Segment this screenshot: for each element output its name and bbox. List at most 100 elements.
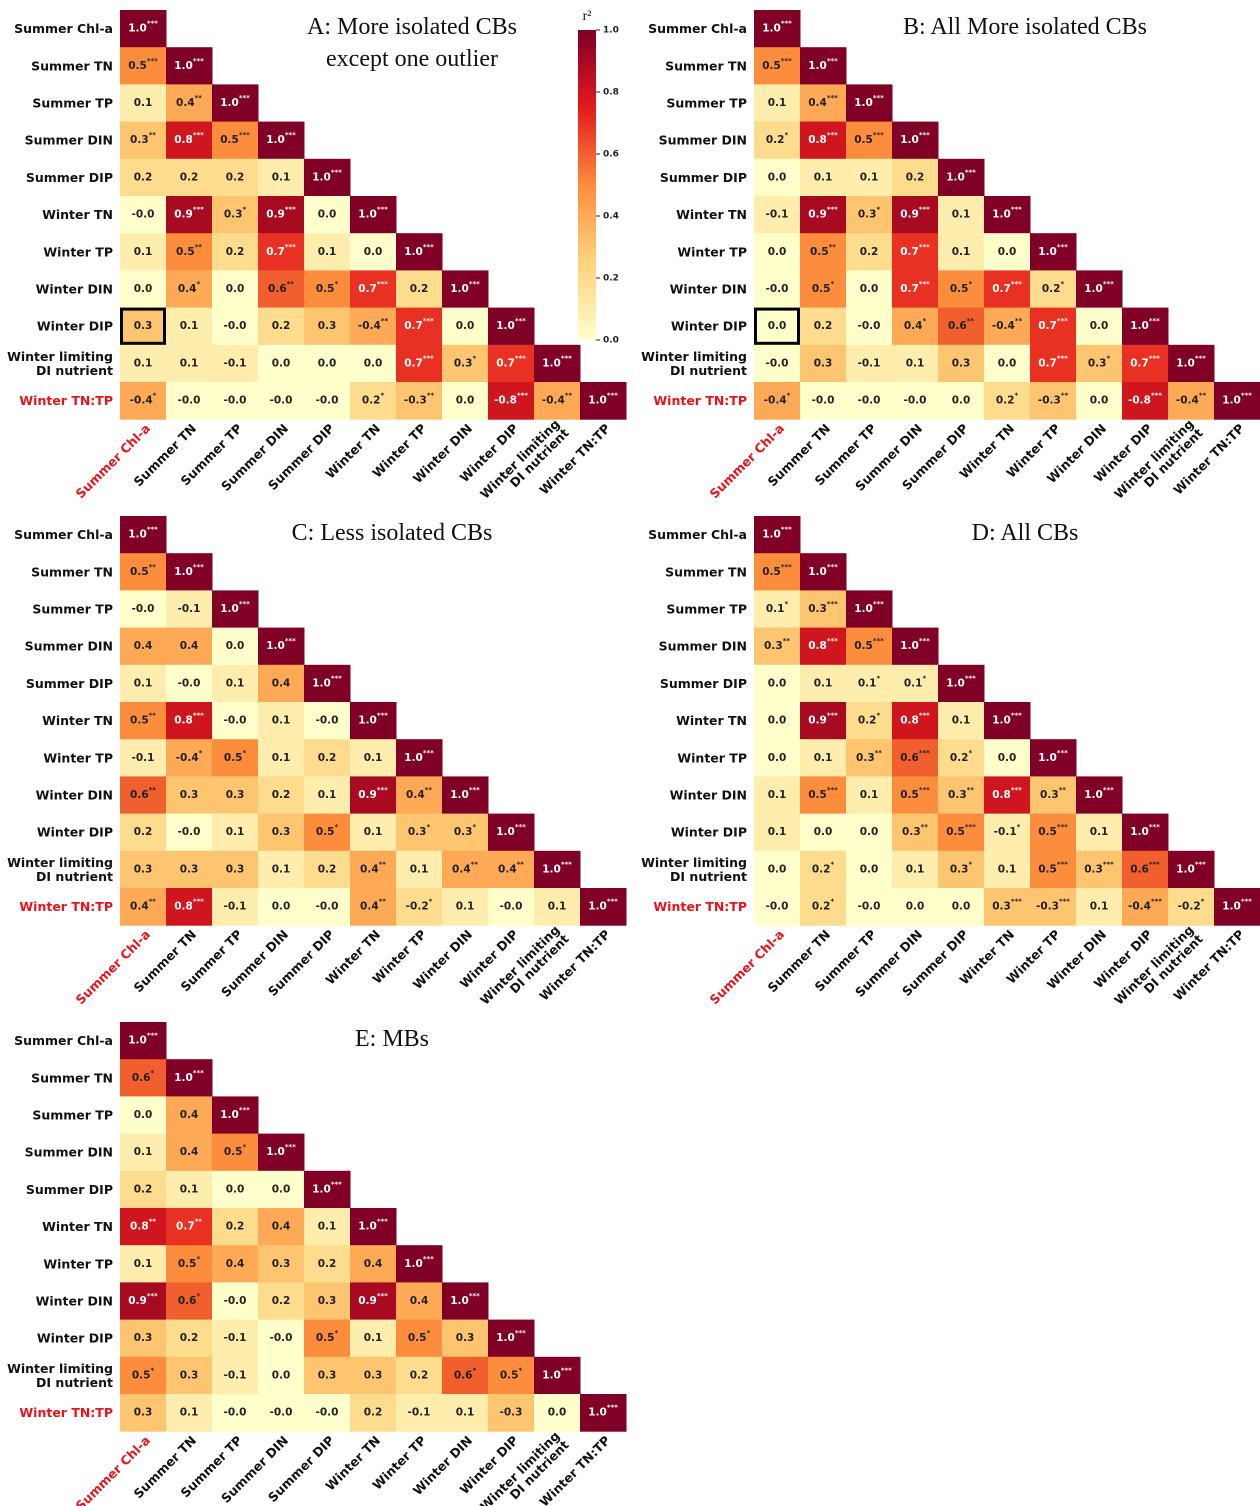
heatmap-cell <box>166 344 213 383</box>
cell-value: 0.0 <box>860 863 879 875</box>
cell-value: -0.0 <box>224 1407 247 1419</box>
cell-value: -0.0 <box>812 395 835 407</box>
heatmap-cell <box>120 1394 167 1432</box>
colorbar-tick-label: 1.0 <box>603 26 619 36</box>
cell-value: 0.0 <box>272 901 291 913</box>
heatmap-cell <box>534 850 581 889</box>
heatmap-cell <box>304 1394 351 1432</box>
heatmap-cell <box>938 233 985 271</box>
significance-stars: *** <box>1011 898 1022 906</box>
heatmap-cell <box>120 739 167 777</box>
heatmap-cell <box>166 1394 213 1432</box>
significance-stars: ** <box>195 1218 203 1226</box>
significance-stars: ** <box>195 243 203 251</box>
significance-stars: *** <box>827 600 838 608</box>
significance-stars: ** <box>967 317 975 325</box>
significance-stars: *** <box>781 57 792 65</box>
heatmap-cell <box>350 776 397 815</box>
cell-value: -0.0 <box>316 1407 339 1419</box>
heatmap-cell <box>534 888 581 926</box>
significance-stars: *** <box>423 749 434 757</box>
heatmap-cell <box>350 739 397 777</box>
row-label: Winter DIP <box>37 825 113 840</box>
significance-stars: *** <box>285 637 296 645</box>
significance-stars: *** <box>147 526 158 534</box>
significance-stars: *** <box>517 392 528 400</box>
heatmap-cell <box>258 1133 305 1172</box>
heatmap-cell <box>984 850 1031 889</box>
significance-stars: *** <box>331 168 342 176</box>
cell-value: 0.0 <box>272 1369 291 1381</box>
significance-stars: *** <box>607 898 618 906</box>
heatmap-cell <box>396 1245 443 1283</box>
heatmap-cell <box>258 1394 305 1432</box>
significance-stars: *** <box>193 712 204 720</box>
cell-value: 0.0 <box>364 246 383 258</box>
heatmap-cell <box>350 270 397 309</box>
cell-value: 0.0 <box>998 246 1017 258</box>
cell-value: 0.1 <box>998 863 1017 875</box>
cell-value: 0.7 <box>1038 320 1057 332</box>
heatmap-cell <box>892 270 939 309</box>
significance-stars: *** <box>607 392 618 400</box>
heatmap-cell <box>846 776 893 815</box>
heatmap-cell <box>166 1319 213 1358</box>
cell-value: 1.0 <box>854 603 873 615</box>
significance-stars: *** <box>1151 898 1162 906</box>
cell-value: 1.0 <box>128 23 147 35</box>
significance-stars: *** <box>873 131 884 139</box>
row-label: Summer DIP <box>660 676 747 691</box>
significance-stars: *** <box>1057 243 1068 251</box>
significance-stars: *** <box>285 206 296 214</box>
cell-value: -0.1 <box>408 1407 431 1419</box>
cell-value: 0.5 <box>224 1146 243 1158</box>
cell-value: 0.7 <box>900 283 919 295</box>
heatmap-cell <box>350 702 397 740</box>
cell-value: 0.2 <box>272 1295 291 1307</box>
heatmap-cell <box>166 1282 213 1321</box>
row-label: Summer DIN <box>25 133 113 148</box>
heatmap-cell <box>166 121 213 160</box>
cell-value: -0.2 <box>406 901 429 913</box>
significance-stars: ** <box>921 823 929 831</box>
heatmap-cell <box>846 233 893 271</box>
cell-value: 0.0 <box>456 395 475 407</box>
heatmap-cell <box>166 590 213 629</box>
cell-value: -0.1 <box>224 1369 247 1381</box>
heatmap-cell <box>984 382 1031 420</box>
cell-value: 0.1 <box>1090 901 1109 913</box>
cell-value: 0.2 <box>226 171 245 183</box>
cell-value: 0.9 <box>358 1295 377 1307</box>
cell-value: 0.4 <box>808 97 827 109</box>
heatmap-cell <box>800 739 847 777</box>
cell-value: 0.3 <box>226 789 245 801</box>
cell-value: 0.3 <box>992 901 1011 913</box>
row-label: Summer TN <box>665 58 747 73</box>
cell-value: 0.2 <box>272 789 291 801</box>
significance-stars: *** <box>377 1218 388 1226</box>
cell-value: 0.7 <box>176 1221 195 1233</box>
heatmap-cell <box>1122 307 1169 346</box>
significance-stars: *** <box>827 712 838 720</box>
cell-value: 0.3 <box>1088 357 1107 369</box>
cell-value: 0.2 <box>410 1369 429 1381</box>
cell-value: 1.0 <box>128 1035 147 1047</box>
heatmap-cell <box>166 382 213 420</box>
cell-value: 0.8 <box>900 715 919 727</box>
cell-value: 0.5 <box>900 789 919 801</box>
heatmap-cell <box>212 813 259 852</box>
cell-value: 0.3 <box>950 863 969 875</box>
row-label: Summer DIN <box>659 133 747 148</box>
row-label: Summer TP <box>666 96 747 111</box>
significance-stars: *** <box>1149 354 1160 362</box>
cell-value: -0.1 <box>994 826 1017 838</box>
heatmap-cell <box>258 702 305 740</box>
chart-title: E: MBs <box>355 1026 429 1052</box>
heatmap-cell <box>800 121 847 160</box>
cell-value: -0.1 <box>178 603 201 615</box>
heatmap-cell <box>120 1208 167 1246</box>
heatmap-cell <box>350 382 397 420</box>
row-label: Summer DIN <box>25 1145 113 1160</box>
cell-value: -0.0 <box>858 320 881 332</box>
heatmap-cell <box>166 158 213 197</box>
